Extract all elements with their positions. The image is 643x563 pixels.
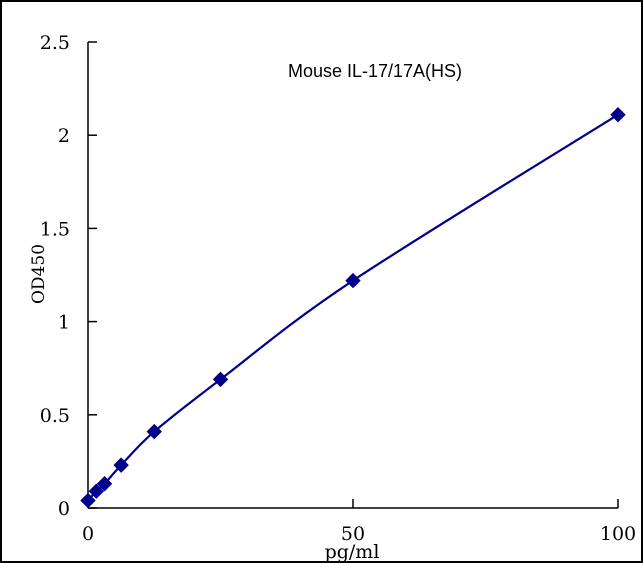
y-tick-label: 1 <box>58 312 70 334</box>
data-point-marker <box>80 492 96 509</box>
chart-title: Mouse IL-17/17A(HS) <box>288 61 462 81</box>
data-point-marker <box>212 371 229 388</box>
x-axis-label: pg/ml <box>325 541 380 563</box>
data-point-marker <box>345 272 361 289</box>
y-axis-label: OD450 <box>29 244 49 304</box>
y-axis-ticks: 0 0.5 1 1.5 2 2.5 <box>40 32 97 520</box>
x-tick-label: 50 <box>341 523 365 545</box>
y-tick-label: 0.5 <box>40 405 70 427</box>
y-tick-label: 0 <box>58 498 70 520</box>
data-point-marker <box>146 423 162 440</box>
x-axis-ticks: 0 50 100 <box>82 499 636 545</box>
data-point-marker <box>96 476 113 492</box>
data-point-marker <box>610 106 626 123</box>
x-tick-label: 100 <box>600 523 636 545</box>
data-point-marker <box>88 483 104 499</box>
y-tick-label: 2.5 <box>40 32 70 54</box>
data-point-marker <box>113 457 129 473</box>
y-tick-label: 2 <box>58 125 70 147</box>
series-layer <box>80 106 626 509</box>
y-tick-label: 1.5 <box>40 218 70 240</box>
x-tick-label: 0 <box>82 523 94 545</box>
